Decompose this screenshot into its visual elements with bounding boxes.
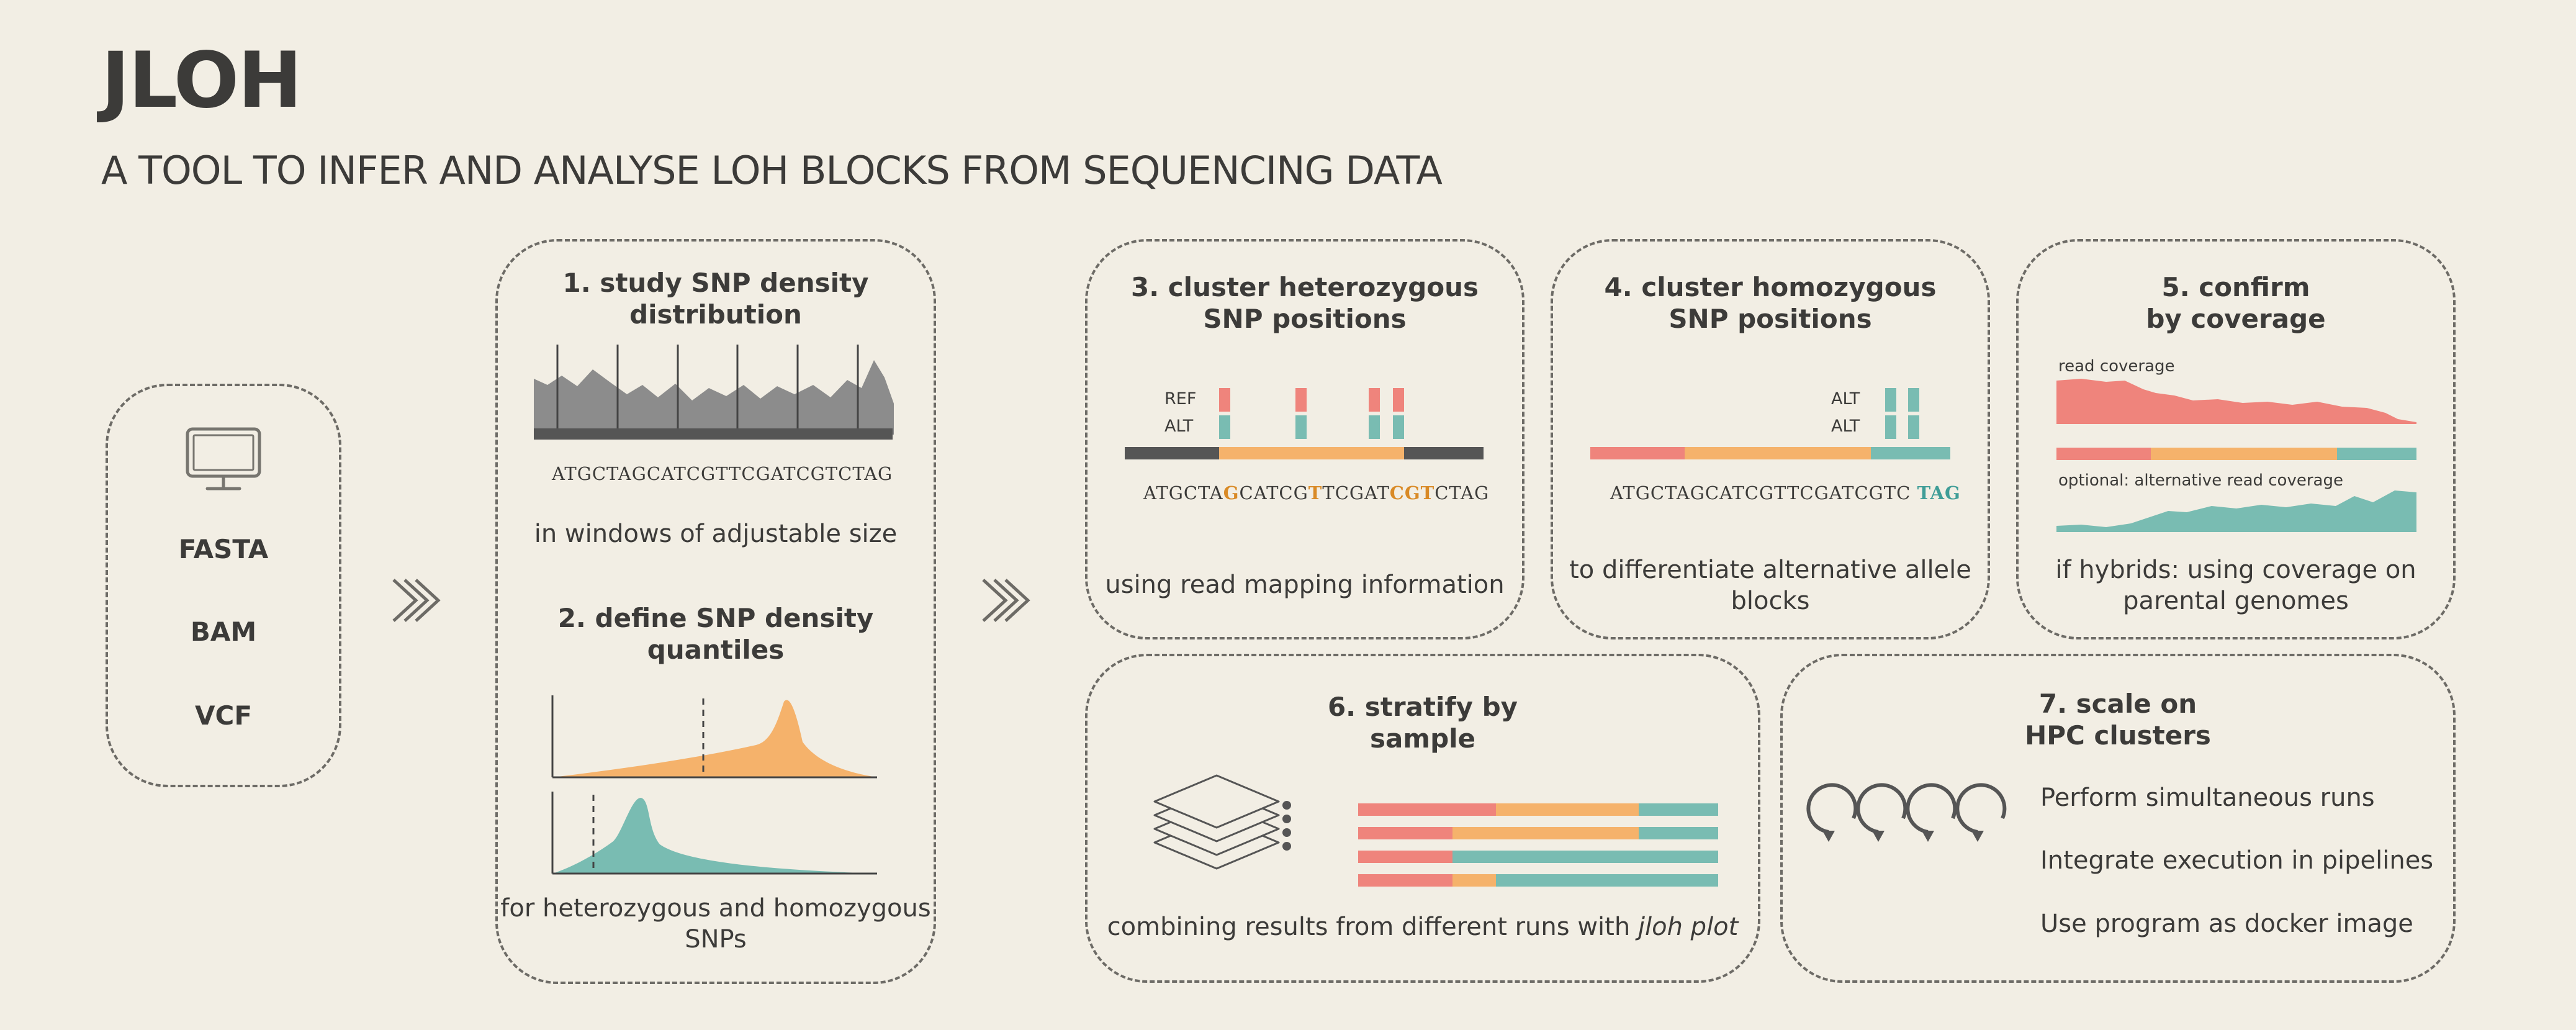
format-fasta: FASTA [178,534,269,564]
alternative-coverage-plot [2056,490,2416,532]
step4-sequence: ATGCTAGCATCGTTCGATCGTC TAG [1610,482,1961,504]
page-title: JLOH [101,36,302,125]
alternative-read-coverage-label: optional: alternative read coverage [2058,471,2343,490]
step4-alt-label-2: ALT [1831,417,1860,436]
computer-monitor-icon [186,427,261,490]
step3-heading: 3. cluster heterozygous SNP positions [1130,272,1479,334]
step1-caption: in windows of adjustable size [534,520,898,548]
loop-arrows-icon [1806,783,2007,842]
heterozygous-snp-track [1125,388,1484,459]
step3-caption: using read mapping information [1105,571,1505,599]
step5-caption: if hybrids: using coverage on parental g… [2055,556,2416,615]
step4-box [1551,239,1990,639]
step4-alt-label-1: ALT [1831,389,1860,409]
step2-caption: for heterozygous and homozygous SNPs [500,894,931,954]
step3-box [1085,239,1524,639]
homozygous-density-curve [551,792,877,875]
hpc-item-1: Perform simultaneous runs [2040,784,2375,812]
genome-bar [534,428,893,440]
step4-heading: 4. cluster homozygous SNP positions [1604,272,1937,334]
step3-sequence: ATGCTAGCATCGTTCGATCGTCTAG [1143,482,1490,504]
snp-density-chart [534,345,894,440]
step5-heading: 5. confirm by coverage [2146,272,2326,334]
step4-caption: to differentiate alternative allele bloc… [1569,556,1971,615]
format-vcf: VCF [194,700,253,731]
step5-box [2016,239,2456,639]
step1-sequence: ATGCTAGCATCGTTCGATCGTCTAG [552,463,893,484]
step1-heading: 1. study SNP density distribution [562,268,869,330]
hpc-item-3: Use program as docker image [2040,910,2413,938]
double-chevron-right-icon [392,579,441,622]
step6-caption: combining results from different runs wi… [1107,913,1739,941]
homozygous-snp-track [1590,388,1950,459]
hpc-item-2: Integrate execution in pipelines [2040,846,2434,875]
snp-density-area [534,360,894,435]
heterozygous-density-curve [551,695,877,779]
steps-1-2-box [495,239,936,984]
read-coverage-plot [2056,379,2416,460]
step6-heading: 6. stratify by sample [1327,692,1518,754]
stacked-layers-icon [1153,774,1291,870]
step3-ref-label: REF [1164,389,1197,409]
step6-box [1085,654,1760,983]
read-coverage-label: read coverage [2058,357,2175,376]
step3-alt-label: ALT [1164,417,1194,436]
step2-heading: 2. define SNP density quantiles [557,603,874,665]
format-bam: BAM [190,617,257,647]
input-formats-box [106,384,341,787]
step7-heading: 7. scale on HPC clusters [2025,689,2211,751]
step7-box [1780,654,2456,983]
page-subtitle: A TOOL TO INFER AND ANALYSE LOH BLOCKS F… [101,148,1443,193]
double-chevron-right-icon [982,579,1030,622]
sample-blocks [1358,803,1718,887]
